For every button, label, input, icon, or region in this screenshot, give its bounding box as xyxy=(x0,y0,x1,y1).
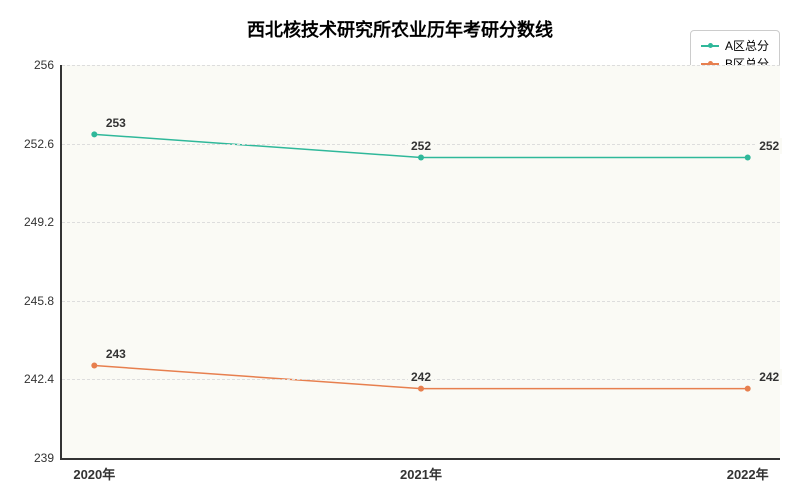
plot-area: 239242.4245.8249.2252.62562020年2021年2022… xyxy=(60,65,780,460)
legend-item: A区总分 xyxy=(701,37,769,55)
data-label: 242 xyxy=(408,369,434,385)
y-axis-tick: 249.2 xyxy=(24,215,62,229)
y-axis-tick: 245.8 xyxy=(24,294,62,308)
data-label: 243 xyxy=(103,346,129,362)
gridline xyxy=(62,65,780,66)
x-axis-tick: 2021年 xyxy=(400,458,442,483)
data-point xyxy=(91,363,97,369)
x-axis-tick: 2020年 xyxy=(73,458,115,483)
data-label: 242 xyxy=(756,369,782,385)
line-layer xyxy=(62,65,780,458)
y-axis-tick: 239 xyxy=(34,451,62,465)
y-axis-tick: 252.6 xyxy=(24,137,62,151)
chart-container: 西北核技术研究所农业历年考研分数线 A区总分B区总分 239242.4245.8… xyxy=(0,0,800,500)
legend-swatch xyxy=(701,45,719,47)
data-point xyxy=(745,154,751,160)
data-point xyxy=(418,154,424,160)
x-axis-tick: 2022年 xyxy=(727,458,769,483)
data-label: 252 xyxy=(408,138,434,154)
data-point xyxy=(745,386,751,392)
y-axis-tick: 256 xyxy=(34,58,62,72)
y-axis-tick: 242.4 xyxy=(24,372,62,386)
gridline xyxy=(62,222,780,223)
gridline xyxy=(62,301,780,302)
data-point xyxy=(418,386,424,392)
data-label: 253 xyxy=(103,115,129,131)
data-point xyxy=(91,131,97,137)
data-label: 252 xyxy=(756,138,782,154)
legend-label: A区总分 xyxy=(725,37,769,55)
chart-title: 西北核技术研究所农业历年考研分数线 xyxy=(0,0,800,42)
